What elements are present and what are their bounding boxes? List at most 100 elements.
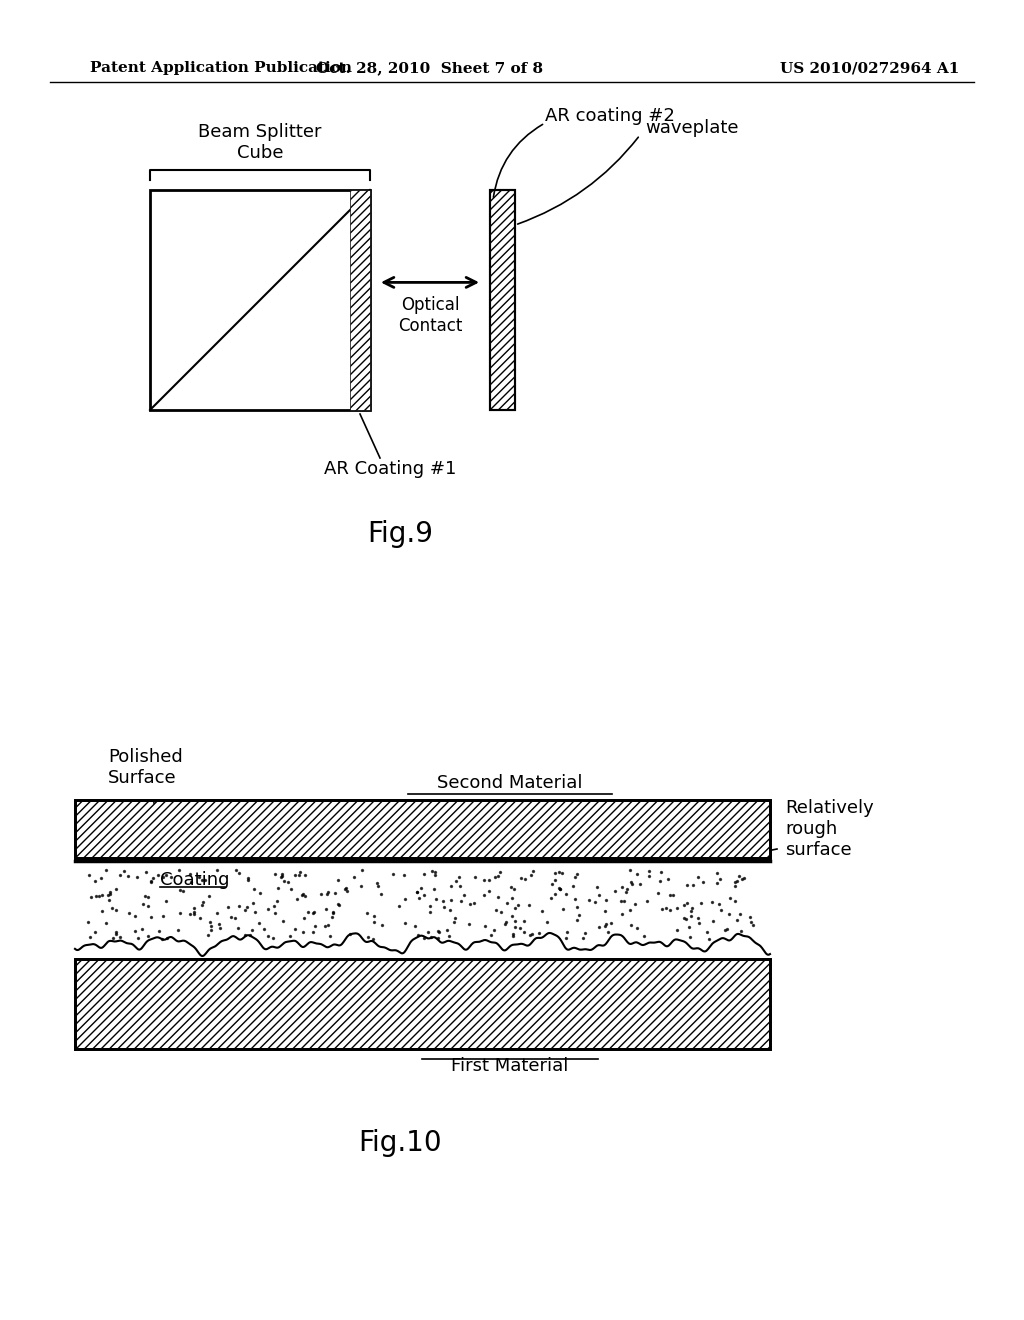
Point — [296, 865, 312, 886]
Point — [694, 871, 711, 892]
Point — [98, 913, 115, 935]
Point — [411, 887, 427, 908]
Point — [366, 906, 382, 927]
Point — [558, 928, 574, 949]
Point — [600, 921, 616, 942]
Point — [567, 866, 584, 887]
Point — [140, 896, 157, 917]
Point — [172, 879, 188, 900]
Point — [607, 880, 624, 902]
Point — [319, 915, 336, 936]
Point — [587, 891, 603, 912]
Point — [327, 883, 343, 904]
Point — [408, 915, 424, 936]
Point — [581, 890, 597, 911]
Point — [283, 925, 299, 946]
Point — [719, 919, 735, 940]
Point — [237, 900, 253, 921]
Point — [385, 863, 401, 884]
Point — [300, 902, 316, 923]
Point — [366, 911, 382, 932]
Point — [228, 859, 245, 880]
Point — [396, 888, 413, 909]
Point — [441, 899, 458, 920]
Point — [434, 890, 451, 911]
Point — [272, 867, 289, 888]
Point — [200, 924, 216, 945]
Point — [323, 925, 339, 946]
Point — [283, 878, 299, 899]
Point — [342, 923, 358, 944]
Point — [116, 861, 132, 882]
Point — [130, 928, 146, 949]
Point — [134, 894, 151, 915]
Text: Coating: Coating — [160, 871, 229, 888]
Point — [209, 903, 225, 924]
Point — [252, 882, 268, 903]
Point — [662, 899, 678, 920]
Point — [690, 907, 707, 928]
Point — [430, 928, 446, 949]
Point — [505, 925, 521, 946]
Bar — [75, 800, 770, 858]
Point — [622, 859, 638, 880]
Point — [568, 909, 585, 931]
Point — [202, 911, 218, 932]
Point — [159, 928, 175, 949]
Point — [318, 883, 335, 904]
Point — [711, 894, 727, 915]
Point — [175, 880, 191, 902]
Point — [447, 871, 464, 892]
Point — [369, 873, 385, 894]
Point — [220, 896, 237, 917]
Point — [669, 920, 685, 941]
Point — [411, 925, 427, 946]
Point — [629, 863, 645, 884]
Point — [486, 920, 503, 941]
Point — [591, 884, 607, 906]
Point — [507, 916, 523, 937]
Bar — [150, 190, 370, 411]
Bar — [490, 190, 515, 411]
Point — [171, 903, 187, 924]
Point — [325, 907, 341, 928]
Point — [721, 887, 737, 908]
Point — [120, 866, 136, 887]
Point — [108, 899, 124, 920]
Point — [266, 863, 283, 884]
Point — [729, 909, 745, 931]
Bar — [150, 190, 370, 411]
Point — [163, 867, 179, 888]
Point — [613, 904, 630, 925]
Point — [94, 900, 111, 921]
Point — [295, 921, 311, 942]
Text: AR Coating #1: AR Coating #1 — [324, 459, 456, 478]
Point — [275, 870, 292, 891]
Point — [489, 866, 506, 887]
Point — [374, 915, 390, 936]
Point — [614, 876, 631, 898]
Point — [623, 899, 639, 920]
Point — [597, 915, 613, 936]
Point — [102, 880, 119, 902]
Point — [171, 859, 187, 880]
Point — [641, 861, 657, 882]
Point — [693, 892, 710, 913]
Point — [461, 913, 477, 935]
Text: Relatively
rough
surface: Relatively rough surface — [785, 799, 873, 859]
Point — [295, 884, 311, 906]
Point — [443, 890, 460, 911]
Point — [500, 892, 516, 913]
Point — [275, 911, 292, 932]
Point — [127, 920, 143, 941]
Point — [628, 894, 644, 915]
Point — [319, 882, 336, 903]
Point — [493, 902, 509, 923]
Point — [475, 884, 492, 906]
Point — [559, 921, 575, 942]
Point — [651, 871, 668, 892]
Point — [615, 891, 632, 912]
Bar — [75, 960, 770, 1049]
Point — [424, 861, 440, 882]
Point — [112, 927, 128, 948]
